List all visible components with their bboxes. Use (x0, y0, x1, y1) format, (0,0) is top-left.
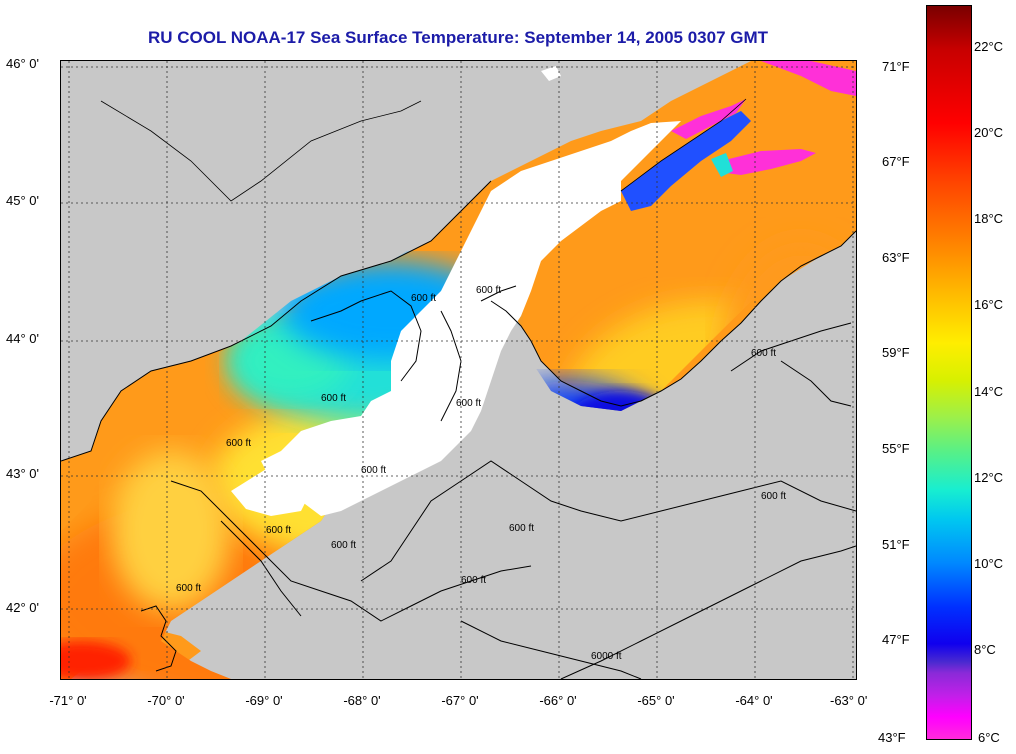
maine-coastline (61, 180, 492, 462)
lon-label-69: -69° 0' (245, 693, 283, 708)
colorbar-c-6: 6°C (978, 730, 1000, 745)
contour-label-600-l: 600 ft (176, 583, 201, 594)
nb-shoreline (620, 98, 747, 192)
colorbar-f-71: 71°F (882, 59, 910, 74)
colorbar-f-55: 55°F (882, 441, 910, 456)
bay-of-fundy-cold-water (621, 111, 751, 211)
colorbar-c-22: 22°C (974, 39, 1004, 54)
sst-map: 600 ft 600 ft 600 ft 600 ft 600 ft 600 f… (60, 60, 857, 680)
colorbar-f-51: 51°F (882, 537, 910, 552)
contour-label-600-f: 600 ft (361, 465, 386, 476)
contour-label-600-a: 600 ft (411, 293, 436, 304)
lon-label-70: -70° 0' (147, 693, 185, 708)
sst-map-svg: 600 ft 600 ft 600 ft 600 ft 600 ft 600 f… (61, 61, 856, 679)
colorbar-c-12: 12°C (974, 470, 1004, 485)
contour-label-600-k: 600 ft (461, 575, 486, 586)
colorbar-c-18: 18°C (974, 211, 1004, 226)
cape-cod-coastline (140, 605, 177, 672)
lat-label-44: 44° 0' (6, 331, 39, 346)
lon-label-64: -64° 0' (735, 693, 773, 708)
border-line (100, 100, 422, 202)
minas-basin-cyan (711, 153, 733, 177)
colorbar-f-67: 67°F (882, 154, 910, 169)
contour-label-6000: 6000 ft (591, 651, 622, 662)
temperature-colorbar (926, 5, 972, 740)
colorbar-f-63: 63°F (882, 250, 910, 265)
contour-label-600-d: 600 ft (456, 398, 481, 409)
lon-label-68: -68° 0' (343, 693, 381, 708)
colorbar-c-8: 8°C (974, 642, 996, 657)
lon-label-67: -67° 0' (441, 693, 479, 708)
colorbar-c-20: 20°C (974, 125, 1004, 140)
colorbar-c-14: 14°C (974, 384, 1004, 399)
contour-label-600-b: 600 ft (476, 285, 501, 296)
contour-label-600-e: 600 ft (226, 438, 251, 449)
lon-label-63: -63° 0' (830, 693, 868, 708)
contour-label-600-h: 600 ft (331, 540, 356, 551)
lat-label-42: 42° 0' (6, 600, 39, 615)
colorbar-f-43: 43°F (878, 730, 906, 745)
lat-label-43: 43° 0' (6, 466, 39, 481)
depth-contours (170, 285, 856, 679)
contour-label-600-i: 600 ft (509, 523, 534, 534)
nova-scotia-coastline (490, 230, 856, 407)
lat-label-46: 46° 0' (6, 56, 39, 71)
cloud-patch-west (231, 466, 311, 516)
northeast-magenta-water (761, 61, 856, 96)
contour-label-600-j: 600 ft (761, 491, 786, 502)
cloud-patch-north (541, 66, 561, 81)
minas-basin-water (721, 149, 816, 175)
fundy-magenta-water (671, 99, 746, 139)
cloud-cover (261, 121, 681, 516)
colorbar-c-10: 10°C (974, 556, 1004, 571)
graticule (61, 61, 856, 679)
lat-label-45: 45° 0' (6, 193, 39, 208)
contour-label-600-m: 600 ft (751, 348, 776, 359)
colorbar-f-59: 59°F (882, 345, 910, 360)
contour-label-600-g: 600 ft (266, 525, 291, 536)
lon-label-65: -65° 0' (637, 693, 675, 708)
lon-label-71: -71° 0' (49, 693, 87, 708)
lon-label-66: -66° 0' (539, 693, 577, 708)
colorbar-c-16: 16°C (974, 297, 1004, 312)
map-title: RU COOL NOAA-17 Sea Surface Temperature:… (147, 28, 769, 47)
contour-label-600-c: 600 ft (321, 393, 346, 404)
colorbar-f-47: 47°F (882, 632, 910, 647)
